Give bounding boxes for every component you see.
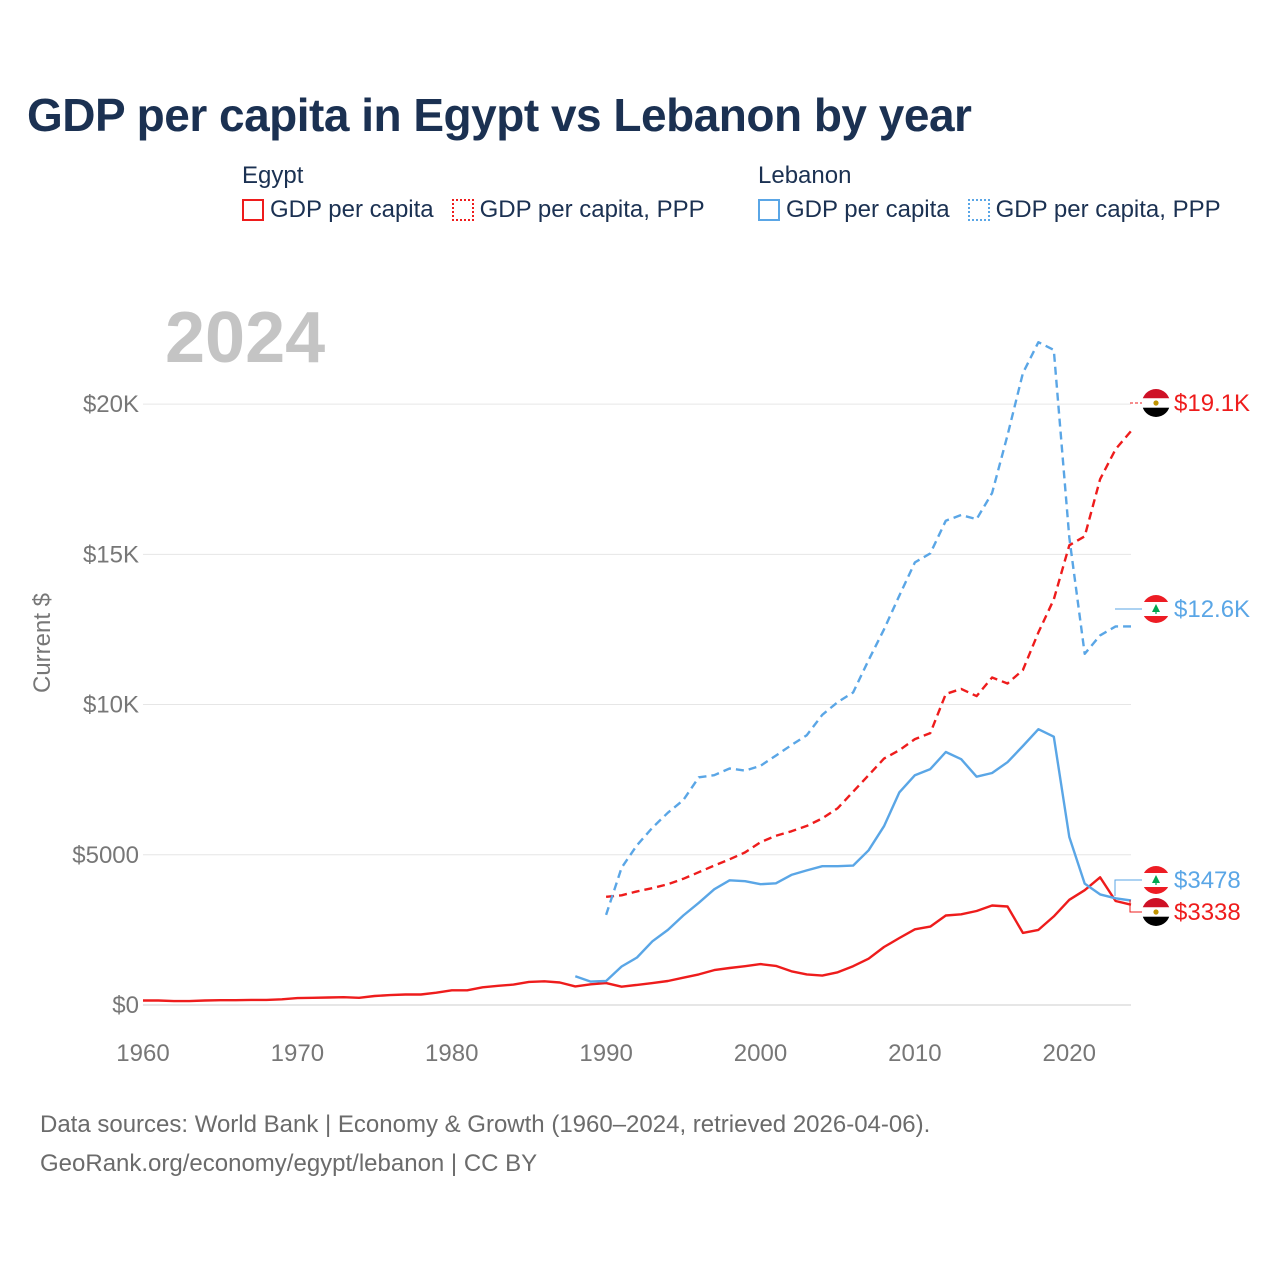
- x-tick-label: 2020: [1043, 1040, 1096, 1067]
- egypt-gdp-connector: [1129, 900, 1142, 913]
- legend-item-lebanon-gdp[interactable]: GDP per capita: [758, 196, 950, 224]
- legend-label: GDP per capita: [270, 196, 434, 223]
- end-label-egypt-ppp: $19.1K: [1174, 390, 1250, 417]
- lebanon-gdp-connector: [1114, 879, 1142, 896]
- y-axis-label: Current $: [29, 593, 56, 693]
- year-watermark: 2024: [165, 298, 325, 378]
- y-tick-label: $5000: [72, 842, 139, 869]
- lebanon-flag-icon: [1142, 595, 1170, 623]
- legend-group-title: Lebanon: [758, 162, 852, 189]
- y-tick-label: $0: [112, 992, 139, 1019]
- y-tick-label: $10K: [83, 692, 139, 719]
- legend-item-egypt-ppp[interactable]: GDP per capita, PPP: [451, 196, 705, 224]
- series-line-lebanon-gdp-per-capita-ppp[interactable]: [604, 341, 1131, 916]
- lebanon-flag-icon: [1142, 866, 1170, 894]
- legend-group-egypt: Egypt GDP per capita GDP per capita, PPP: [242, 162, 705, 224]
- series-line-lebanon-gdp-per-capita[interactable]: [574, 728, 1132, 983]
- legend-item-lebanon-ppp[interactable]: GDP per capita, PPP: [967, 196, 1221, 224]
- legend-item-egypt-gdp[interactable]: GDP per capita: [242, 196, 434, 224]
- x-tick-label: 1960: [116, 1040, 169, 1067]
- series-line-egypt-gdp-per-capita-ppp[interactable]: [605, 430, 1132, 898]
- egypt-flag-icon: [1142, 898, 1170, 926]
- legend-swatch-solid: [758, 199, 780, 221]
- end-label-egypt-gdp: $3338: [1174, 899, 1241, 926]
- x-tick-label: 1990: [579, 1040, 632, 1067]
- series-line-egypt-gdp-per-capita[interactable]: [143, 876, 1132, 1003]
- legend-label: GDP per capita: [786, 196, 950, 223]
- footer-link[interactable]: GeoRank.org/economy/egypt/lebanon | CC B…: [40, 1150, 538, 1177]
- legend-swatch-solid: [242, 199, 264, 221]
- x-tick-label: 1980: [425, 1040, 478, 1067]
- legend-swatch-dotted: [967, 199, 990, 221]
- legend-swatch-dotted: [451, 199, 474, 221]
- y-tick-label: $20K: [83, 391, 139, 418]
- legend-group-title: Egypt: [242, 162, 304, 189]
- footer: Data sources: World Bank | Economy & Gro…: [40, 1105, 930, 1183]
- x-tick-label: 1970: [271, 1040, 324, 1067]
- legend-group-lebanon: Lebanon GDP per capita GDP per capita, P…: [758, 162, 1221, 224]
- x-tick-label: 2000: [734, 1040, 787, 1067]
- footer-sources: Data sources: World Bank | Economy & Gro…: [40, 1111, 931, 1138]
- legend-label: GDP per capita, PPP: [995, 196, 1221, 223]
- end-label-lebanon-gdp: $3478: [1174, 867, 1241, 894]
- end-label-lebanon-ppp: $12.6K: [1174, 596, 1250, 623]
- egypt-flag-icon: [1142, 389, 1170, 417]
- y-tick-label: $15K: [83, 541, 139, 568]
- chart-title: GDP per capita in Egypt vs Lebanon by ye…: [27, 89, 972, 141]
- legend-label: GDP per capita, PPP: [479, 196, 705, 223]
- x-tick-label: 2010: [888, 1040, 941, 1067]
